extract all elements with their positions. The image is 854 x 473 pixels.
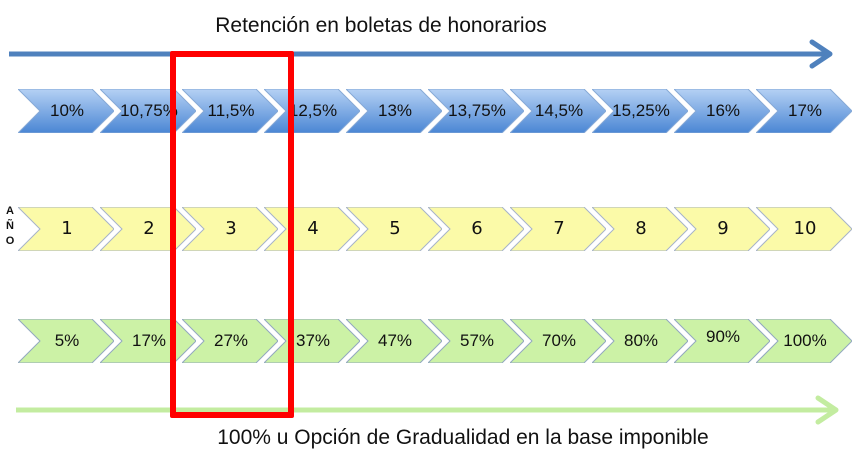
retention-title: Retención en boletas de honorarios bbox=[0, 14, 854, 38]
retention-step: 16% bbox=[674, 89, 770, 133]
year-step: 6 bbox=[428, 207, 524, 251]
year-axis-label: A Ñ O bbox=[4, 204, 16, 249]
year-value: 8 bbox=[635, 218, 647, 239]
base-value: 70% bbox=[541, 331, 577, 350]
retention-value: 13,75% bbox=[448, 101, 506, 120]
retention-step: 11,5% bbox=[182, 89, 278, 133]
year-3-highlight-box bbox=[170, 51, 294, 418]
base-step: 90% bbox=[674, 319, 770, 363]
retention-value: 13% bbox=[377, 101, 413, 120]
base-value: 37% bbox=[295, 331, 331, 350]
retention-step: 13,75% bbox=[428, 89, 524, 133]
base-value: 47% bbox=[377, 331, 413, 350]
base-title-text: 100% u Opción de Gradualidad en la base … bbox=[217, 426, 709, 449]
year-value: 6 bbox=[471, 218, 483, 239]
base-value: 57% bbox=[459, 331, 495, 350]
year-step: 7 bbox=[510, 207, 606, 251]
base-value: 27% bbox=[213, 331, 249, 350]
base-step: 57% bbox=[428, 319, 524, 363]
retention-value: 14,5% bbox=[534, 101, 584, 120]
year-value: 7 bbox=[553, 218, 565, 239]
year-step: 10 bbox=[756, 207, 852, 251]
base-step: 80% bbox=[592, 319, 688, 363]
base-step: 27% bbox=[182, 319, 278, 363]
years-row: 1 2 3 4 5 6 7 8 9 10 bbox=[18, 207, 852, 251]
year-label-letter: O bbox=[5, 235, 15, 247]
year-value: 3 bbox=[225, 218, 237, 239]
base-step: 5% bbox=[18, 319, 114, 363]
retention-step: 13% bbox=[346, 89, 442, 133]
year-value: 4 bbox=[307, 218, 319, 239]
base-step: 70% bbox=[510, 319, 606, 363]
retention-row: 10% 10,75% 11,5% 12,5% 13% 13,75% 14,5% … bbox=[18, 89, 852, 133]
retention-value: 16% bbox=[705, 101, 741, 120]
base-step: 47% bbox=[346, 319, 442, 363]
year-label-letter: Ñ bbox=[6, 220, 14, 232]
year-step: 8 bbox=[592, 207, 688, 251]
year-value: 9 bbox=[717, 218, 729, 239]
base-value: 80% bbox=[623, 331, 659, 350]
retention-value: 11,5% bbox=[207, 101, 255, 120]
year-label-letter: A bbox=[6, 205, 14, 217]
retention-step: 14,5% bbox=[510, 89, 606, 133]
year-value: 10 bbox=[793, 218, 817, 239]
base-value: 100% bbox=[783, 331, 827, 350]
base-value: 90% bbox=[705, 327, 741, 346]
base-title: 100% u Opción de Gradualidad en la base … bbox=[0, 426, 854, 450]
base-value: 17% bbox=[131, 331, 167, 350]
base-timeline-arrow bbox=[16, 395, 839, 425]
retention-value: 17% bbox=[787, 101, 823, 120]
year-value: 2 bbox=[143, 218, 155, 239]
base-value: 5% bbox=[54, 331, 80, 350]
retention-step: 10% bbox=[18, 89, 114, 133]
year-value: 5 bbox=[389, 218, 401, 239]
retention-value: 12,5% bbox=[288, 101, 338, 120]
year-step: 9 bbox=[674, 207, 770, 251]
year-step: 1 bbox=[18, 207, 114, 251]
retention-title-text: Retención en boletas de honorarios bbox=[215, 14, 547, 37]
retention-step: 17% bbox=[756, 89, 852, 133]
retention-value: 15,25% bbox=[612, 101, 670, 120]
base-step: 100% bbox=[756, 319, 852, 363]
retention-timeline-arrow bbox=[9, 39, 833, 69]
year-value: 1 bbox=[61, 218, 73, 239]
year-step: 3 bbox=[182, 207, 278, 251]
retention-step: 15,25% bbox=[592, 89, 688, 133]
retention-value: 10,75% bbox=[120, 101, 178, 120]
base-row: 5% 17% 27% 37% 47% 57% 70% 80% 90% 100% bbox=[18, 319, 852, 363]
year-step: 5 bbox=[346, 207, 442, 251]
retention-value: 10% bbox=[49, 101, 85, 120]
